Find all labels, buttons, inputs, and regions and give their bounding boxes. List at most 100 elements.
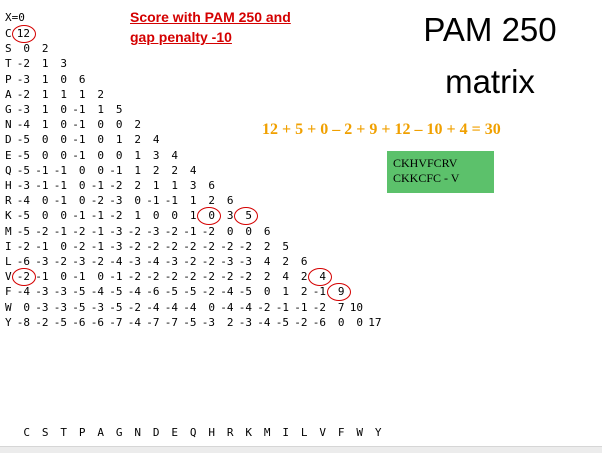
row-label: K (5, 209, 12, 223)
matrix-cell: 1 (152, 179, 160, 192)
matrix-cell: 0 (78, 194, 86, 208)
matrix-cell: 0 (97, 133, 104, 147)
matrix-cell: -4 (220, 300, 234, 314)
row-label: G (5, 103, 12, 116)
matrix-cell: -5 (275, 315, 289, 329)
matrix-cell: -1 (90, 239, 104, 253)
gap-value-label: X=0 (5, 11, 25, 24)
matrix-cell: -1 (294, 300, 308, 314)
matrix-cell: -5 (16, 209, 30, 223)
matrix-cell: -2 (72, 224, 86, 238)
matrix-cell: -2 (201, 224, 215, 238)
column-label: G (115, 426, 123, 439)
column-label: W (356, 426, 363, 439)
column-label: A (97, 426, 104, 439)
matrix-cell: -1 (35, 179, 49, 192)
matrix-cell: -3 (35, 285, 49, 299)
matrix-cell: -4 (16, 194, 30, 208)
matrix-cell: 0 (78, 179, 86, 192)
matrix-cell: -3 (35, 255, 49, 268)
matrix-cell: -3 (238, 255, 252, 268)
matrix-cell: 0 (263, 285, 271, 299)
matrix-cell: -3 (16, 103, 30, 116)
matrix-cell: 6 (208, 179, 215, 192)
matrix-cell: -3 (53, 300, 67, 314)
column-label: L (300, 426, 308, 439)
matrix-cell: 0 (41, 209, 49, 223)
column-label: H (208, 426, 215, 439)
matrix-cell: 4 (171, 148, 178, 162)
matrix-cell: -2 (257, 300, 271, 314)
matrix-cell: -4 (127, 285, 141, 299)
matrix-cell: 2 (134, 179, 141, 192)
matrix-cell: -1 (90, 179, 104, 192)
matrix-cell: -3 (238, 315, 252, 329)
matrix-cell: -4 (238, 300, 252, 314)
matrix-cell: -2 (109, 209, 123, 223)
matrix-cell: -5 (109, 300, 123, 314)
matrix-cell: -2 (312, 300, 326, 314)
matrix-cell: -1 (109, 270, 123, 284)
matrix-cell: -2 (90, 255, 104, 268)
highlight-circle (326, 282, 351, 301)
row-label: P (5, 72, 12, 86)
matrix-cell: 0 (115, 148, 123, 162)
matrix-cell: -3 (220, 255, 234, 268)
matrix-cell: 4 (152, 133, 160, 147)
matrix-cell: 2 (263, 239, 271, 253)
matrix-cell: -3 (35, 300, 49, 314)
matrix-cell: -2 (72, 239, 86, 253)
matrix-cell: -1 (35, 270, 49, 284)
matrix-cell: 0 (60, 103, 67, 116)
matrix-cell: -5 (16, 133, 30, 147)
matrix-cell: -1 (90, 224, 104, 238)
matrix-cell: -5 (72, 300, 86, 314)
matrix-cell: 0 (97, 148, 104, 162)
matrix-cell: 2 (300, 285, 308, 299)
matrix-cell: 0 (97, 270, 104, 284)
matrix-cell: -2 (127, 270, 141, 284)
matrix-cell: -5 (183, 285, 197, 299)
matrix-cell: 5 (282, 239, 289, 253)
row-label: W (5, 300, 12, 314)
matrix-cell: 1 (171, 179, 178, 192)
matrix-cell: 2 (134, 133, 141, 147)
matrix-cell: 1 (189, 209, 197, 223)
matrix-cell: 1 (134, 209, 141, 223)
matrix-cell: 2 (134, 118, 141, 132)
matrix-cell: -2 (164, 239, 178, 253)
matrix-cell: 0 (60, 239, 67, 253)
row-label: H (5, 179, 12, 192)
matrix-cell: 6 (226, 194, 234, 208)
matrix-cell: 0 (41, 148, 49, 162)
matrix-cell: -2 (146, 239, 160, 253)
column-label: Y (374, 426, 382, 439)
matrix-cell: -4 (220, 285, 234, 299)
matrix-cell: 0 (226, 224, 234, 238)
matrix-cell: 1 (41, 103, 49, 116)
matrix-cell: -1 (90, 209, 104, 223)
column-label: C (23, 426, 30, 439)
score-heading-line1: Score with PAM 250 and (130, 9, 291, 25)
matrix-cell: -2 (127, 224, 141, 238)
matrix-cell: -2 (220, 270, 234, 284)
matrix-cell: -4 (90, 285, 104, 299)
matrix-cell: -6 (16, 255, 30, 268)
matrix-cell: -2 (201, 285, 215, 299)
matrix-cell: -2 (294, 315, 308, 329)
matrix-cell: 0 (23, 42, 30, 56)
matrix-cell: 0 (97, 163, 104, 177)
matrix-cell: 2 (282, 255, 289, 268)
matrix-cell: -2 (127, 300, 141, 314)
matrix-cell: -6 (312, 315, 326, 329)
matrix-cell: 1 (97, 103, 104, 116)
column-label: P (78, 426, 86, 439)
row-label: A (5, 87, 12, 101)
alignment-box: CKHVFCRV CKKCFC - V (387, 151, 494, 193)
matrix-cell: 4 (282, 270, 289, 284)
score-heading: Score with PAM 250 and gap penalty -10 (130, 7, 370, 47)
matrix-cell: 6 (300, 255, 308, 268)
matrix-cell: -1 (53, 224, 67, 238)
matrix-cell: 0 (171, 209, 178, 223)
